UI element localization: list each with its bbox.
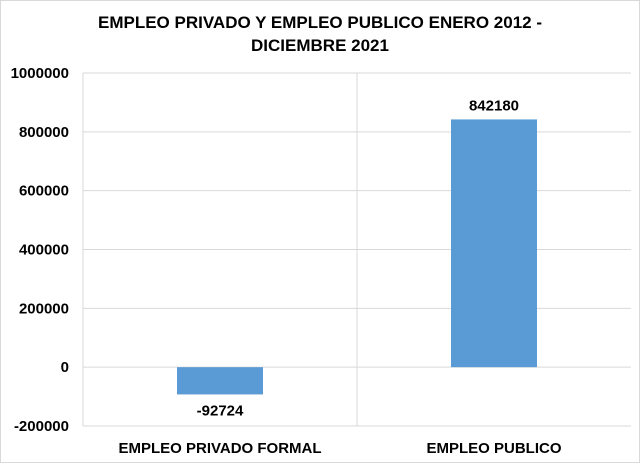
y-tick-label: 800000 xyxy=(19,124,69,141)
bar xyxy=(177,367,263,395)
x-tick-label: EMPLEO PUBLICO xyxy=(426,440,561,457)
y-tick-label: 200000 xyxy=(19,300,69,317)
y-tick-label: -200000 xyxy=(14,418,69,435)
y-tick-label: 0 xyxy=(61,359,69,376)
data-label: 842180 xyxy=(469,97,519,114)
y-tick-label: 600000 xyxy=(19,183,69,200)
chart-title-line-2: DICIEMBRE 2021 xyxy=(251,36,389,55)
x-tick-label: EMPLEO PRIVADO FORMAL xyxy=(118,440,321,457)
y-tick-label: 400000 xyxy=(19,242,69,259)
y-tick-label: 1000000 xyxy=(11,65,69,82)
chart-title-line-1: EMPLEO PRIVADO Y EMPLEO PUBLICO ENERO 20… xyxy=(98,13,542,32)
bar xyxy=(451,119,537,368)
data-label: -92724 xyxy=(197,402,244,419)
